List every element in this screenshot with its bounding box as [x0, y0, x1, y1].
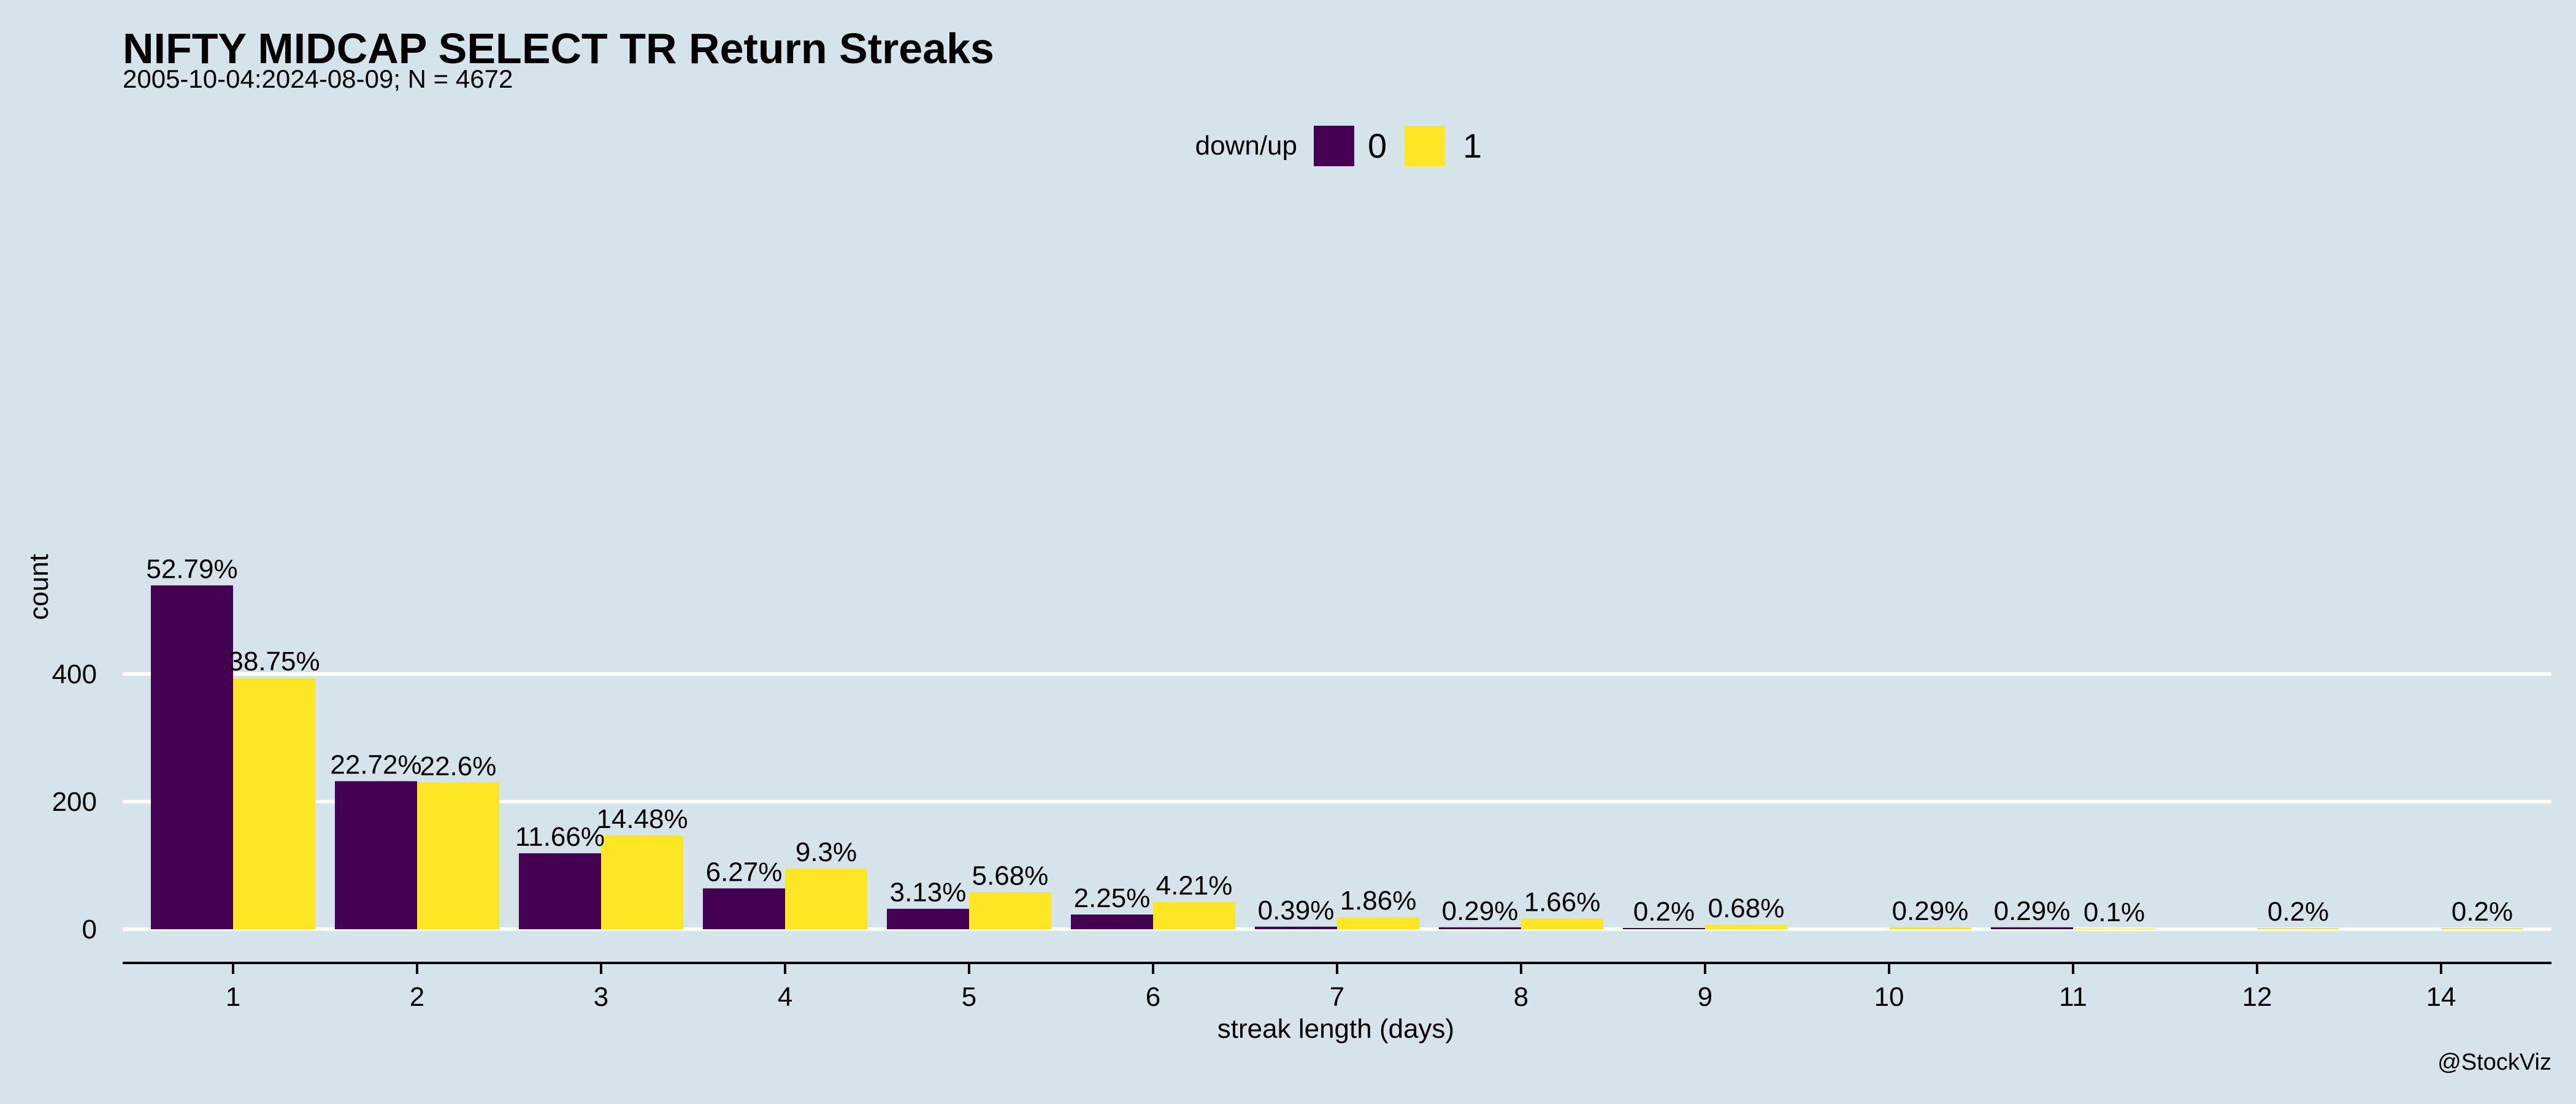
x-tick-label: 7 — [1330, 982, 1344, 1012]
bar-down-4 — [703, 888, 785, 929]
bar-up-6 — [1153, 902, 1235, 929]
data-label-up-10: 0.29% — [1892, 896, 1969, 926]
legend-label-up: 1 — [1463, 126, 1482, 165]
data-label-up-5: 5.68% — [972, 861, 1049, 891]
data-label-up-7: 1.86% — [1340, 886, 1417, 916]
legend-title: down/up — [1195, 131, 1297, 161]
data-label-up-1: 38.75% — [228, 646, 320, 677]
x-tick-label: 8 — [1514, 982, 1528, 1012]
bar-down-7 — [1255, 926, 1337, 929]
data-label-down-2: 22.72% — [330, 750, 421, 780]
data-label-down-5: 3.13% — [890, 878, 967, 908]
bar-down-11 — [1991, 927, 2073, 929]
legend: down/up 0 1 — [1195, 126, 1482, 166]
x-tick-label: 10 — [1874, 982, 1904, 1012]
data-label-up-9: 0.68% — [1708, 894, 1785, 924]
x-tick-label: 3 — [594, 982, 608, 1012]
data-labels: 52.79% 38.75% 22.72%22.6% 11.66%14.48% 6.27%… — [146, 554, 2513, 927]
data-label-down-1: 52.79% — [146, 554, 237, 584]
bar-up-4 — [785, 868, 867, 929]
chart-title: NIFTY MIDCAP SELECT TR Return Streaks — [123, 25, 994, 72]
data-label-up-12: 0.2% — [2267, 897, 2329, 927]
y-tick-label: 200 — [52, 787, 97, 817]
data-label-down-7: 0.39% — [1258, 895, 1335, 926]
chart-subtitle: 2005-10-04:2024-08-09; N = 4672 — [123, 64, 513, 93]
bar-up-1 — [233, 678, 315, 929]
x-tick-label: 5 — [962, 982, 976, 1012]
bar-up-7 — [1337, 917, 1419, 929]
y-axis-title: count — [24, 554, 54, 620]
data-label-up-4: 9.3% — [795, 837, 857, 867]
data-label-up-8: 1.66% — [1524, 887, 1601, 917]
data-label-down-6: 2.25% — [1074, 883, 1151, 913]
x-axis-title: streak length (days) — [1217, 1014, 1454, 1044]
x-tick-label: 4 — [778, 982, 792, 1012]
data-label-down-3: 11.66% — [515, 822, 605, 852]
bar-up-14 — [2441, 927, 2523, 929]
bar-up-5 — [969, 892, 1051, 929]
data-label-up-6: 4.21% — [1156, 870, 1233, 900]
x-tick-label: 6 — [1146, 982, 1160, 1012]
bar-down-5 — [887, 908, 969, 929]
x-tick-label: 14 — [2426, 982, 2456, 1012]
bar-down-6 — [1071, 914, 1153, 929]
chart-caption: @StockViz — [2437, 1049, 2551, 1075]
x-tick-label: 1 — [226, 982, 240, 1012]
bar-up-2 — [417, 782, 499, 929]
x-tick-label: 12 — [2242, 982, 2272, 1012]
data-label-up-11: 0.1% — [2083, 897, 2145, 927]
bars — [151, 585, 2523, 929]
bar-down-2 — [335, 781, 417, 929]
bar-down-8 — [1439, 927, 1521, 929]
x-tick-label: 2 — [410, 982, 424, 1012]
data-label-up-2: 22.6% — [420, 751, 497, 781]
data-label-down-11: 0.29% — [1994, 896, 2071, 926]
data-label-down-8: 0.29% — [1442, 896, 1519, 926]
legend-label-down: 0 — [1368, 126, 1387, 165]
bar-up-9 — [1705, 924, 1787, 929]
y-tick-label: 400 — [52, 659, 97, 689]
bar-up-12 — [2257, 927, 2339, 929]
x-tick-label: 9 — [1698, 982, 1712, 1012]
y-tick-label: 0 — [82, 914, 97, 945]
bar-down-3 — [519, 853, 601, 929]
legend-swatch-up — [1405, 126, 1445, 166]
data-label-up-3: 14.48% — [596, 804, 688, 834]
legend-swatch-down — [1314, 126, 1354, 166]
bar-up-8 — [1521, 918, 1603, 929]
bar-down-9 — [1623, 927, 1705, 929]
bar-up-3 — [601, 835, 683, 929]
x-tick-label: 11 — [2059, 982, 2087, 1012]
bar-up-10 — [1889, 927, 1971, 929]
data-label-down-4: 6.27% — [706, 857, 783, 887]
data-label-up-14: 0.2% — [2451, 897, 2513, 927]
bar-down-1 — [151, 585, 233, 929]
data-label-down-9: 0.2% — [1633, 897, 1695, 927]
